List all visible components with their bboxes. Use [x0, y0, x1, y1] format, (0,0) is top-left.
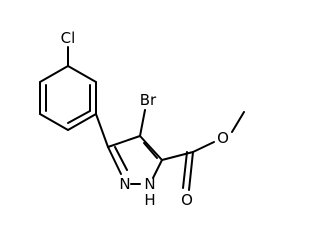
- bonds: [39, 46, 245, 191]
- bond-inner: [67, 110, 91, 124]
- bond: [67, 113, 97, 131]
- bond: [139, 109, 146, 137]
- atom-label: Br: [140, 91, 157, 109]
- molecule-diagram: Cl Br N N H O O: [39, 29, 245, 209]
- bond: [139, 135, 163, 161]
- bond: [188, 151, 194, 191]
- bond-inner: [114, 146, 128, 171]
- atom-label: O: [217, 129, 229, 147]
- bond: [192, 141, 215, 153]
- bond: [152, 159, 163, 179]
- atom-label: N: [119, 175, 130, 193]
- bond: [107, 146, 122, 175]
- atom-label: O: [181, 191, 193, 209]
- atom-label: H: [144, 191, 155, 209]
- bond: [39, 65, 69, 83]
- bond-inner: [143, 142, 158, 159]
- bond: [107, 135, 141, 148]
- bond: [67, 65, 97, 83]
- bond: [231, 111, 245, 133]
- atom-label: Cl: [61, 29, 76, 47]
- bond: [95, 113, 109, 148]
- bond: [161, 151, 194, 161]
- atom-label: N: [144, 175, 155, 193]
- atom-labels: Cl Br N N H O O: [61, 29, 229, 209]
- bond: [182, 151, 188, 189]
- bond: [39, 113, 69, 131]
